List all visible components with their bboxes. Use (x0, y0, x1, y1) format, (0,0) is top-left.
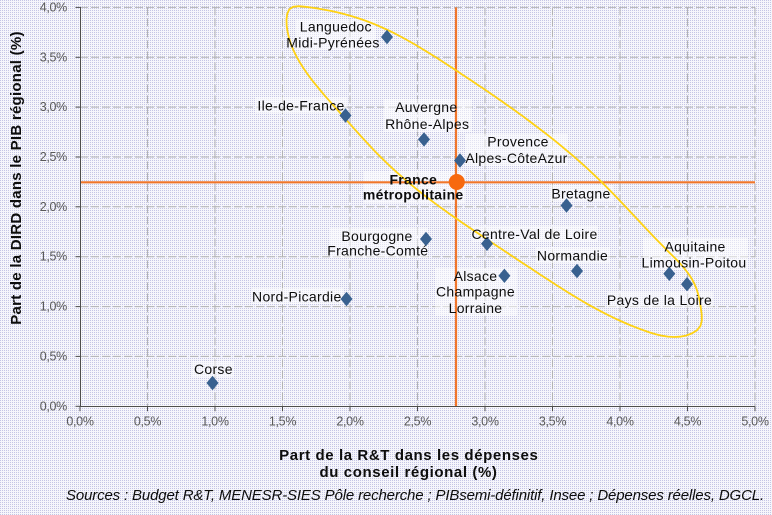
svg-text:1,5%: 1,5% (40, 250, 67, 264)
svg-text:0,5%: 0,5% (134, 414, 161, 428)
svg-text:Champagne: Champagne (436, 284, 515, 300)
svg-text:Rhône-Alpes: Rhône-Alpes (385, 116, 469, 132)
svg-text:Franche-Comté: Franche-Comté (327, 243, 428, 259)
svg-text:Part de la R&T dans les dépens: Part de la R&T dans les dépenses (279, 447, 538, 464)
svg-text:0,0%: 0,0% (40, 399, 67, 413)
svg-text:Alsace: Alsace (454, 268, 498, 284)
svg-text:Midi-Pyrénées: Midi-Pyrénées (286, 34, 379, 50)
svg-text:Lorraine: Lorraine (449, 300, 503, 316)
svg-text:0,5%: 0,5% (40, 349, 67, 363)
svg-text:Pays de la Loire: Pays de la Loire (607, 292, 712, 308)
svg-text:Corse: Corse (194, 361, 233, 377)
svg-text:Normandie: Normandie (537, 248, 608, 264)
svg-text:3,5%: 3,5% (40, 50, 67, 64)
svg-text:4,0%: 4,0% (40, 0, 67, 14)
svg-text:4,5%: 4,5% (674, 414, 701, 428)
svg-text:métropolitaine: métropolitaine (363, 187, 464, 203)
svg-text:3,0%: 3,0% (471, 414, 498, 428)
svg-text:2,0%: 2,0% (40, 200, 67, 214)
svg-text:1,5%: 1,5% (269, 414, 296, 428)
svg-text:Nord-Picardie: Nord-Picardie (252, 289, 342, 305)
svg-text:3,0%: 3,0% (40, 100, 67, 114)
svg-text:Bretagne: Bretagne (551, 185, 610, 201)
svg-text:2,0%: 2,0% (336, 414, 363, 428)
svg-text:1,0%: 1,0% (201, 414, 228, 428)
svg-text:Ile-de-France: Ile-de-France (257, 97, 344, 113)
svg-text:5,0%: 5,0% (741, 414, 768, 428)
svg-text:1,0%: 1,0% (40, 300, 67, 314)
svg-text:France: France (389, 172, 437, 188)
svg-text:Centre-Val de Loire: Centre-Val de Loire (471, 226, 597, 242)
svg-text:3,5%: 3,5% (539, 414, 566, 428)
svg-text:Part de la DIRD dans le PIB: Part de la DIRD dans le PIB régional (%) (8, 31, 25, 324)
svg-text:4,0%: 4,0% (606, 414, 633, 428)
svg-text:Limousin-Poitou: Limousin-Poitou (642, 254, 747, 270)
svg-text:Bourgogne: Bourgogne (341, 228, 412, 244)
svg-text:Auvergne: Auvergne (395, 99, 457, 115)
svg-text:0,0%: 0,0% (66, 414, 93, 428)
svg-text:Aquitaine: Aquitaine (665, 238, 726, 254)
svg-text:Alpes-CôteAzur: Alpes-CôteAzur (465, 150, 567, 166)
svg-text:Provence: Provence (487, 134, 549, 150)
svg-text:du conseil régional (%): du conseil régional (%) (320, 464, 498, 481)
svg-text:Sources : Budget R&T, MENESR-: Sources : Budget R&T, MENESR-SIES Pôle r… (66, 487, 764, 504)
svg-text:Languedoc: Languedoc (300, 19, 372, 35)
svg-text:2,5%: 2,5% (40, 150, 67, 164)
svg-text:2,5%: 2,5% (404, 414, 431, 428)
